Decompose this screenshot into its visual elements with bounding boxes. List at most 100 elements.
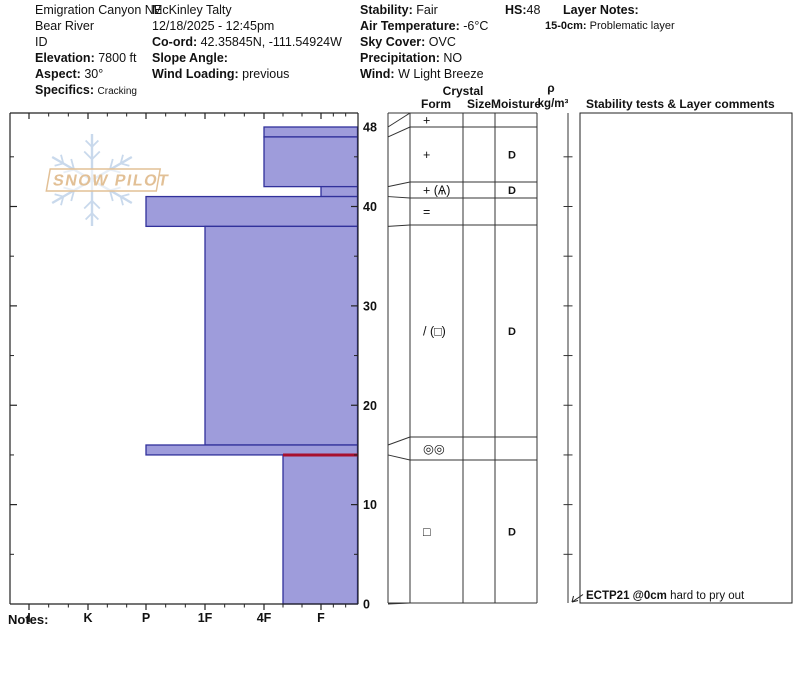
conditions-field-1-label: Air Temperature: bbox=[360, 19, 464, 33]
observer-field-1-label: Slope Angle: bbox=[152, 51, 228, 65]
conditions-field-1: Air Temperature: -6°C bbox=[360, 18, 488, 34]
notes-label: Notes: bbox=[8, 612, 49, 627]
hs-label: HS: bbox=[505, 3, 527, 17]
snowflake-branch bbox=[84, 139, 93, 148]
layer-bar-2 bbox=[320, 185, 359, 198]
header-location-column: Emigration Canyon NE Bear River ID Elevatio… bbox=[35, 2, 162, 100]
hardness-label-K: K bbox=[83, 611, 92, 625]
snowflake-branch bbox=[54, 162, 64, 167]
observer-line-1: 12/18/2025 - 12:45pm bbox=[152, 19, 275, 33]
location-line-1: Bear River bbox=[35, 19, 95, 33]
snowflake-branch bbox=[109, 190, 114, 202]
stability-box bbox=[579, 112, 793, 604]
location-field-1-value: 30° bbox=[84, 67, 104, 81]
snowflake-branch bbox=[84, 212, 93, 221]
conditions-field-2-value: OVC bbox=[428, 35, 456, 49]
hs-value: 48 bbox=[526, 3, 541, 17]
moisture-value-1: D bbox=[508, 150, 516, 162]
layer-note-0: 15-0cm: Problematic layer bbox=[545, 18, 675, 34]
conditions-field-0-value: Fair bbox=[416, 3, 438, 17]
header-observer-column: McKinley Talty 12/18/2025 - 12:45pm Co-ord… bbox=[152, 2, 342, 82]
layer-bar-1 bbox=[263, 136, 359, 188]
stability-arrowhead bbox=[571, 600, 579, 603]
layer-bar-0 bbox=[263, 126, 359, 138]
moisture-value-4: D bbox=[508, 326, 516, 338]
location-field-2-label: Specifics: bbox=[35, 83, 98, 97]
snowflake-branch bbox=[119, 196, 124, 206]
leader-line-1 bbox=[387, 126, 411, 138]
hardness-label-4F: 4F bbox=[257, 611, 272, 625]
snowflake-branch bbox=[91, 212, 100, 221]
conditions-field-4-label: Wind: bbox=[360, 67, 399, 81]
snowflake-branch bbox=[109, 158, 114, 170]
location-field-0-label: Elevation: bbox=[35, 51, 99, 65]
location-field-0: Elevation: 7800 ft bbox=[35, 50, 162, 66]
conditions-field-4-value: W Light Breeze bbox=[398, 67, 484, 81]
col-header-moisture: Moisture bbox=[491, 97, 541, 111]
layer-note-0-value: Problematic layer bbox=[589, 20, 675, 32]
layer-notes-title: Layer Notes: bbox=[563, 3, 639, 17]
conditions-field-1-value: -6°C bbox=[463, 19, 489, 33]
layer-note-0-label: 15-0cm: bbox=[545, 20, 590, 32]
snowflake-branch bbox=[70, 190, 75, 202]
leader-line-7 bbox=[387, 602, 411, 605]
conditions-field-3: Precipitation: NO bbox=[360, 50, 488, 66]
form-symbol-5: ◎◎ bbox=[423, 442, 445, 456]
snowflake-branch bbox=[119, 154, 124, 164]
conditions-field-2: Sky Cover: OVC bbox=[360, 34, 488, 50]
snowflake-branch bbox=[120, 193, 130, 198]
snowflake-branch bbox=[83, 200, 93, 210]
snowflake-branch bbox=[91, 200, 101, 210]
conditions-field-3-label: Precipitation: bbox=[360, 51, 444, 65]
form-symbol-3: = bbox=[423, 205, 430, 219]
layer-bar-4 bbox=[204, 225, 359, 446]
depth-label-0: 0 bbox=[363, 598, 370, 612]
leader-line-3 bbox=[387, 196, 411, 199]
form-symbol-6: □ bbox=[423, 525, 431, 539]
location-line-2: ID bbox=[35, 35, 48, 49]
location-field-1-label: Aspect: bbox=[35, 67, 85, 81]
hardness-label-P: P bbox=[142, 611, 150, 625]
stability-test-comment: hard to pry out bbox=[670, 590, 745, 602]
col-header-crystal: Crystal bbox=[443, 84, 484, 98]
observer-field-2-label: Wind Loading: bbox=[152, 67, 243, 81]
snowflake-branch bbox=[70, 158, 75, 170]
layer-bar-6 bbox=[282, 454, 359, 605]
snowflake-branch bbox=[60, 196, 65, 206]
hardness-label-1F: 1F bbox=[198, 611, 213, 625]
header-conditions-column: Stability: Fair Air Temperature: -6°C Sky … bbox=[360, 2, 488, 82]
col-header-form: Form bbox=[421, 97, 451, 111]
conditions-field-4: Wind: W Light Breeze bbox=[360, 66, 488, 82]
hardness-label-F: F bbox=[317, 611, 325, 625]
header-layer-notes: Layer Notes: 15-0cm: Problematic layer bbox=[545, 2, 675, 34]
stability-test-0: ECTP21 @0cm hard to pry out bbox=[586, 590, 745, 602]
leader-line-4 bbox=[387, 224, 411, 227]
leader-line-2 bbox=[387, 181, 411, 188]
leader-line-0 bbox=[387, 112, 411, 128]
moisture-value-2: D bbox=[508, 185, 516, 197]
observer-field-2: Wind Loading: previous bbox=[152, 66, 342, 82]
col-header-stability: Stability tests & Layer comments bbox=[586, 97, 775, 111]
layer-bar-3 bbox=[145, 195, 359, 228]
depth-label-10: 10 bbox=[363, 498, 377, 512]
conditions-field-3-value: NO bbox=[443, 51, 463, 65]
conditions-field-2-label: Sky Cover: bbox=[360, 35, 429, 49]
location-field-1: Aspect: 30° bbox=[35, 66, 162, 82]
logo-box-group: SNOW PILOT bbox=[45, 168, 171, 192]
form-symbol-0: + bbox=[423, 114, 430, 128]
snowflake-branch bbox=[60, 154, 65, 164]
snowflake-branch bbox=[91, 139, 100, 148]
observer-line-0: McKinley Talty bbox=[152, 3, 232, 17]
col-header-density-unit: kg/m³ bbox=[538, 98, 569, 110]
moisture-value-6: D bbox=[508, 527, 516, 539]
depth-label-40: 40 bbox=[363, 200, 377, 214]
depth-label-30: 30 bbox=[363, 299, 377, 313]
hardness-label-I: I bbox=[27, 611, 30, 625]
hs-field: HS:48 bbox=[505, 2, 540, 18]
depth-label-20: 20 bbox=[363, 399, 377, 413]
snowflake-branch bbox=[54, 193, 64, 198]
observer-field-0-label: Co-ord: bbox=[152, 35, 201, 49]
location-field-2-value: Cracking bbox=[97, 86, 137, 97]
col-header-size: Size bbox=[467, 97, 491, 111]
